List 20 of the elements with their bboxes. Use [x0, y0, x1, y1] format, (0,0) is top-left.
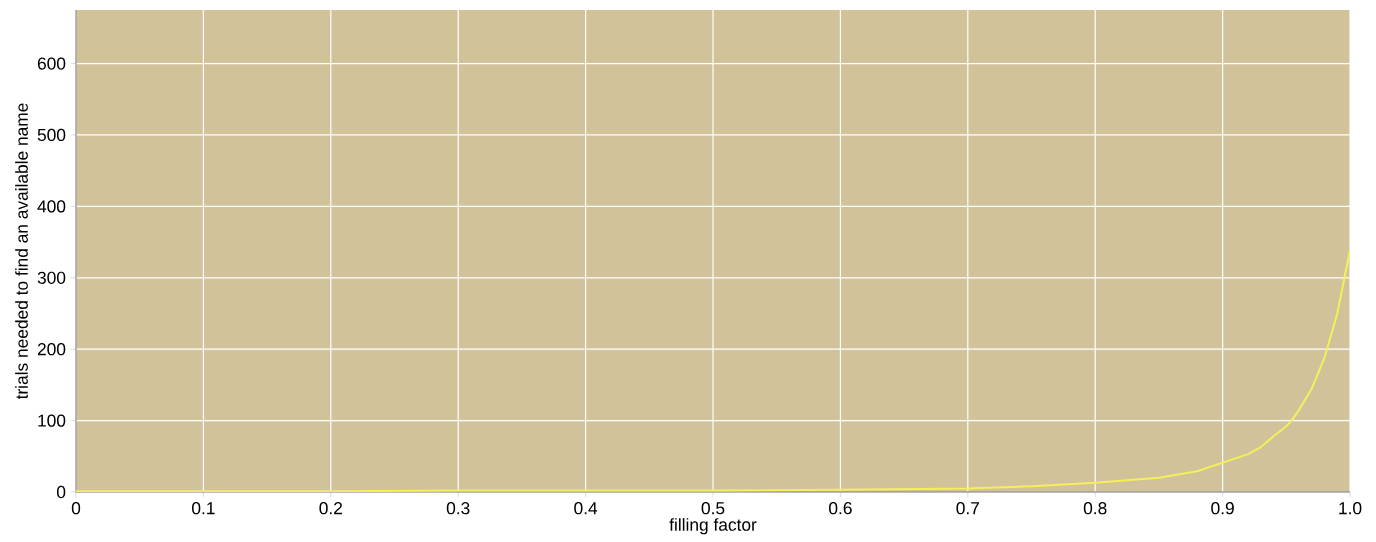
y-tick-label: 0	[56, 485, 66, 499]
x-tick-label: 1.0	[1339, 502, 1362, 515]
x-tick-label: 0.4	[574, 502, 598, 515]
y-tick-label: 600	[37, 57, 66, 70]
x-tick-label: 0.9	[1211, 502, 1234, 515]
x-tick-label: 0.5	[701, 502, 725, 515]
y-axis-title: trials needed to find an available name	[15, 103, 28, 400]
x-axis-title: filling factor	[669, 518, 757, 535]
x-tick-label: 0.2	[319, 502, 342, 515]
y-tick-label: 400	[37, 200, 66, 213]
x-tick-label: 0.7	[956, 502, 979, 515]
y-tick-label: 100	[38, 414, 66, 427]
y-tick-label: 200	[37, 343, 66, 356]
x-tick-label: 0.1	[192, 502, 215, 515]
x-tick-label: 0	[71, 502, 81, 515]
x-tick-label: 0.6	[829, 502, 852, 515]
y-tick-label: 300	[37, 271, 66, 284]
x-tick-label: 0.8	[1083, 502, 1107, 515]
x-tick-label: 0.3	[446, 502, 470, 515]
y-tick-label: 500	[37, 128, 66, 142]
